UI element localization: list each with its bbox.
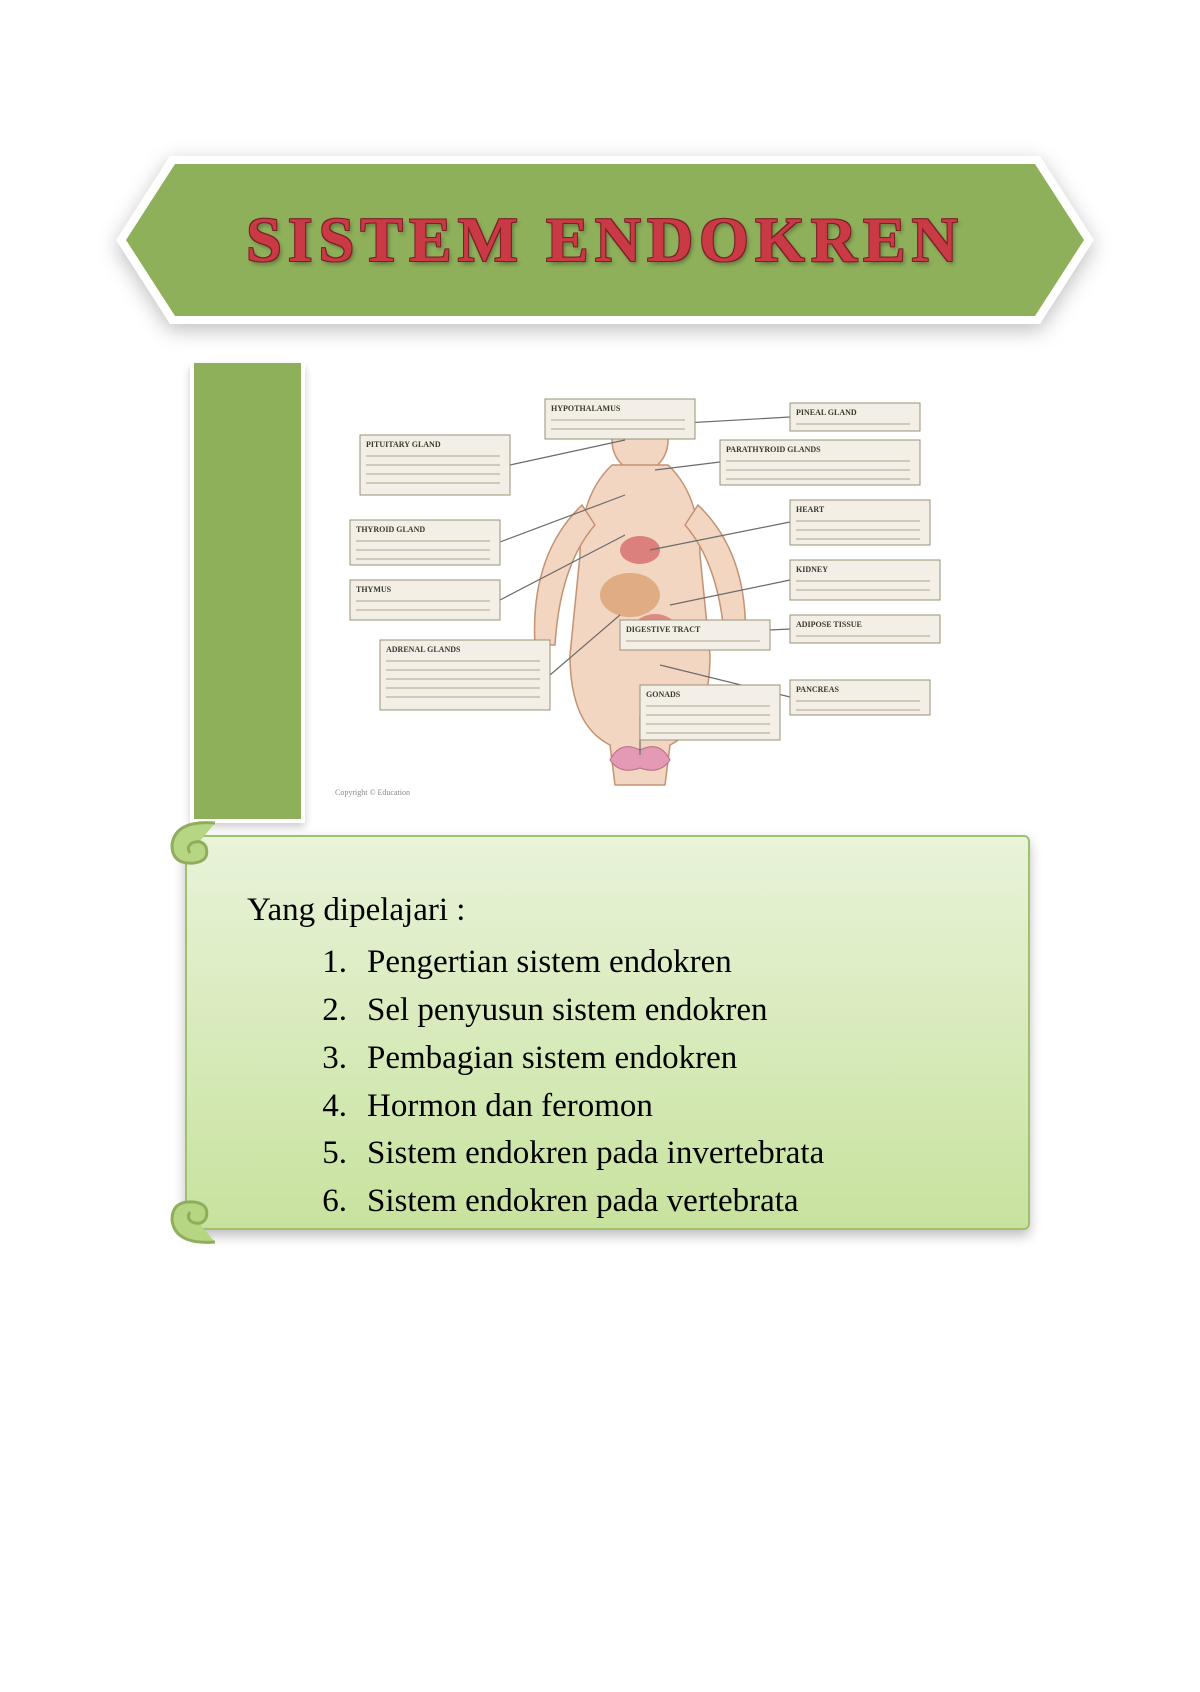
list-item-number: 1. — [317, 939, 367, 987]
learning-scroll-panel: Yang dipelajari : 1.Pengertian sistem en… — [160, 815, 1040, 1250]
diagram-label-title: PANCREAS — [796, 685, 840, 694]
list-item: 2.Sel penyusun sistem endokren — [317, 987, 983, 1035]
diagram-label-title: GONADS — [646, 690, 681, 699]
list-item: 1.Pengertian sistem endokren — [317, 939, 983, 987]
diagram-label-title: KIDNEY — [796, 565, 828, 574]
list-item-number: 3. — [317, 1035, 367, 1083]
list-item-label: Sel penyusun sistem endokren — [367, 987, 768, 1035]
sidebar-bar — [190, 363, 305, 823]
endocrine-diagram: HYPOTHALAMUS PITUITARY GLAND PINEAL GLAND P… — [320, 385, 960, 805]
diagram-label-title: HYPOTHALAMUS — [551, 404, 621, 413]
list-item-label: Sistem endokren pada vertebrata — [367, 1178, 799, 1226]
scroll-heading: Yang dipelajari : — [247, 892, 983, 929]
diagram-label-title: HEART — [796, 505, 825, 514]
scroll-body: Yang dipelajari : 1.Pengertian sistem en… — [185, 835, 1030, 1230]
list-item-label: Sistem endokren pada invertebrata — [367, 1130, 824, 1178]
svg-text:Copyright © Education: Copyright © Education — [335, 788, 410, 797]
learning-list: 1.Pengertian sistem endokren2.Sel penyus… — [247, 939, 983, 1226]
diagram-label-title: THYROID GLAND — [356, 525, 425, 534]
list-item-label: Pembagian sistem endokren — [367, 1035, 737, 1083]
diagram-label-title: DIGESTIVE TRACT — [626, 625, 701, 634]
list-item: 5.Sistem endokren pada invertebrata — [317, 1130, 983, 1178]
list-item-number: 2. — [317, 987, 367, 1035]
diagram-label-title: PARATHYROID GLANDS — [726, 445, 821, 454]
list-item-label: Hormon dan feromon — [367, 1083, 653, 1131]
diagram-label-title: PINEAL GLAND — [796, 408, 857, 417]
title-banner: SISTEM ENDOKREN — [110, 150, 1100, 330]
page-title: SISTEM ENDOKREN — [246, 203, 964, 277]
scroll-curl-top — [160, 815, 220, 870]
list-item-number: 5. — [317, 1130, 367, 1178]
list-item: 4.Hormon dan feromon — [317, 1083, 983, 1131]
diagram-label-title: ADIPOSE TISSUE — [796, 620, 862, 629]
list-item: 6.Sistem endokren pada vertebrata — [317, 1178, 983, 1226]
list-item-label: Pengertian sistem endokren — [367, 939, 732, 987]
list-item-number: 4. — [317, 1083, 367, 1131]
scroll-curl-bottom — [160, 1195, 220, 1250]
diagram-label-title: THYMUS — [356, 585, 392, 594]
list-item-number: 6. — [317, 1178, 367, 1226]
diagram-label-title: PITUITARY GLAND — [366, 440, 441, 449]
diagram-label-title: ADRENAL GLANDS — [386, 645, 461, 654]
list-item: 3.Pembagian sistem endokren — [317, 1035, 983, 1083]
